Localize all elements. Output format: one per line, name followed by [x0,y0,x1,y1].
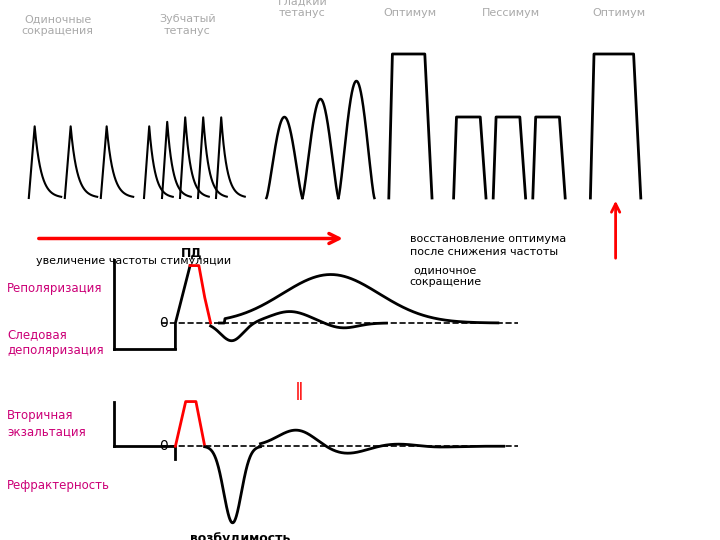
Text: Оптимум: Оптимум [384,8,437,18]
Text: Одиночные
сокращения: Одиночные сокращения [22,15,94,36]
Text: восстановление оптимума
после снижения частоты: восстановление оптимума после снижения ч… [410,234,567,257]
Text: 0: 0 [159,316,168,330]
Text: 0: 0 [159,439,168,453]
Text: возбудимость: возбудимость [190,532,290,540]
Text: Следовая
деполяризация: Следовая деполяризация [7,328,104,357]
Text: ‖: ‖ [294,382,303,401]
Text: Рефрактерность: Рефрактерность [7,480,110,492]
Text: Зубчатый
тетанус: Зубчатый тетанус [159,15,215,36]
Text: Гладкий
тетанус: Гладкий тетанус [277,0,328,18]
Text: Реполяризация: Реполяризация [7,282,103,295]
Text: Пессимум: Пессимум [482,8,540,18]
Text: Оптимум: Оптимум [593,8,646,18]
Text: Вторичная
экзальтация: Вторичная экзальтация [7,409,86,438]
Text: увеличение частоты стимуляции: увеличение частоты стимуляции [36,256,231,267]
Text: одиночное
сокращение: одиночное сокращение [409,266,481,287]
Text: ПД: ПД [181,246,202,259]
